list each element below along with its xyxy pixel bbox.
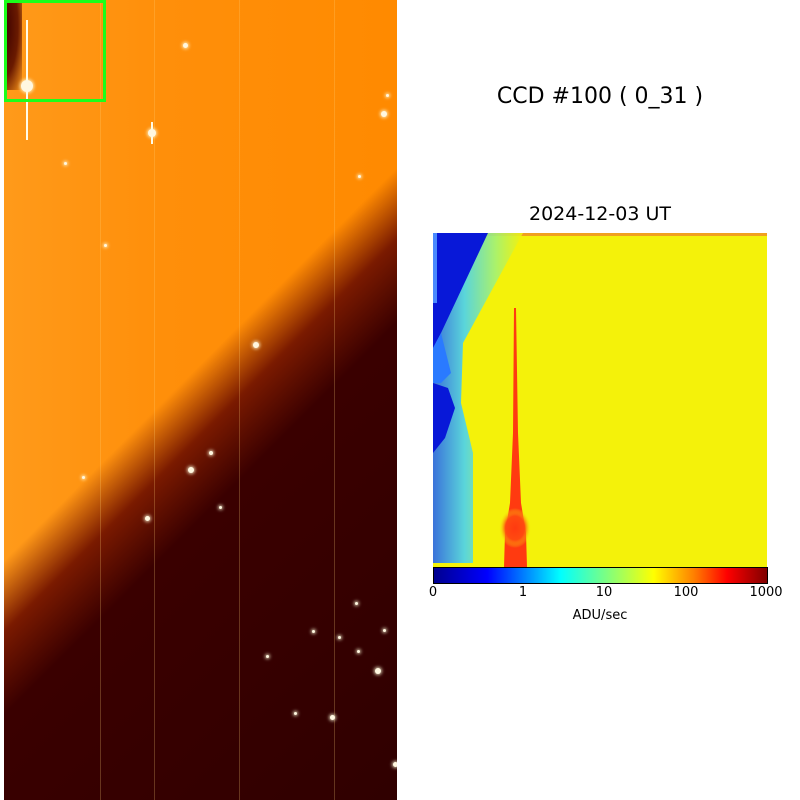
colorbar-tick-1000: 1000: [749, 585, 783, 600]
star: [358, 175, 361, 178]
colorbar-label: ADU/sec: [572, 608, 628, 623]
star: [266, 655, 269, 658]
star: [330, 715, 335, 720]
ccd-frame-image: [4, 0, 397, 800]
star: [253, 342, 259, 348]
star: [82, 476, 85, 479]
star: [219, 506, 222, 509]
zoomed-region-image: [433, 233, 767, 567]
colorbar: [433, 567, 768, 584]
star: [338, 636, 341, 639]
colorbar-tick-1: 1: [518, 585, 528, 600]
star: [357, 650, 360, 653]
colorbar-tick-100: 100: [673, 585, 699, 600]
star: [209, 451, 213, 455]
star: [188, 467, 194, 473]
bright-star: [21, 80, 33, 92]
star: [386, 94, 389, 97]
ccd-title: CCD #100 ( 0_31 ): [496, 84, 704, 109]
star: [383, 629, 386, 632]
star: [381, 111, 387, 117]
zoom-region-highlight: [4, 0, 106, 102]
observation-date: 2024-12-03 UT: [529, 203, 671, 225]
star: [183, 43, 188, 48]
star: [294, 712, 297, 715]
star: [393, 762, 397, 767]
star: [104, 244, 107, 247]
dark-corner-region: [4, 0, 22, 90]
star: [145, 516, 150, 521]
star: [375, 668, 381, 674]
star: [64, 162, 67, 165]
star: [355, 602, 358, 605]
colorbar-tick-10: 10: [595, 585, 613, 600]
star: [148, 129, 156, 137]
star: [312, 630, 315, 633]
colorbar-tick-0: 0: [428, 585, 438, 600]
